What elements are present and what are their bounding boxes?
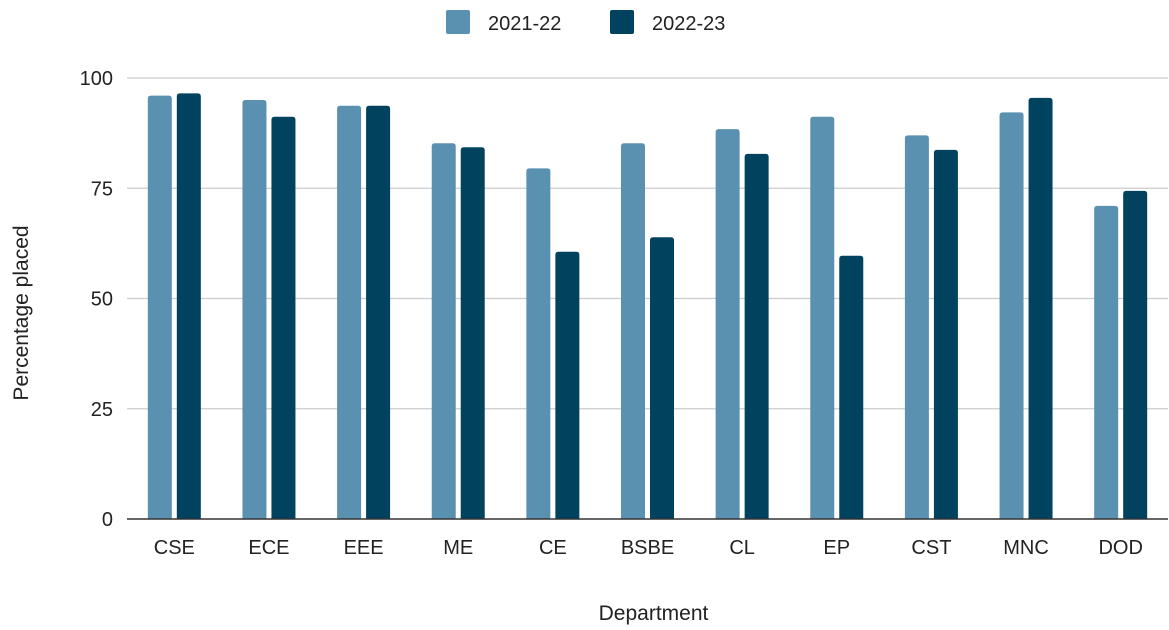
bars: [147, 93, 1148, 520]
bar-2022-23-CST: [933, 149, 958, 519]
bar-2021-22-CE: [526, 168, 551, 519]
gridlines: [127, 77, 1168, 410]
x-tick-label: CL: [729, 537, 755, 559]
legend: 2021-22 2022-23: [446, 10, 725, 35]
x-tick-label: MNC: [1003, 537, 1049, 559]
x-tick-label: BSBE: [621, 537, 674, 559]
x-tick-label: CE: [539, 537, 567, 559]
bar-2022-23-MNC: [1028, 97, 1053, 519]
bar-2022-23-CSE: [176, 93, 201, 519]
bar-2022-23-EEE: [366, 105, 391, 520]
y-tick-label: 25: [91, 399, 113, 421]
bar-2021-22-MNC: [999, 112, 1024, 519]
bar-2021-22-ECE: [242, 100, 267, 520]
bar-2022-23-ME: [460, 147, 485, 519]
bar-2021-22-EEE: [337, 105, 362, 520]
bar-2022-23-EP: [839, 255, 864, 519]
x-tick-label: DOD: [1098, 537, 1142, 559]
y-tick-label: 75: [91, 178, 113, 200]
bar-2021-22-ME: [431, 143, 456, 519]
x-tick-label: EP: [823, 537, 850, 559]
legend-label: 2021-22: [488, 13, 561, 35]
bar-2022-23-CE: [555, 251, 580, 519]
x-tick-label: ME: [443, 537, 473, 559]
y-tick-label: 100: [80, 68, 113, 90]
x-tick-label: EEE: [344, 537, 384, 559]
bar-2021-22-EP: [810, 116, 835, 520]
y-tick-label: 0: [102, 509, 113, 531]
legend-label: 2022-23: [652, 13, 725, 35]
y-tick-label: 50: [91, 289, 113, 311]
x-axis-ticks: CSE ECE EEE ME CE BSBE CL EP CST MNC DOD: [154, 537, 1143, 559]
legend-swatch: [446, 10, 470, 34]
bar-2021-22-DOD: [1094, 205, 1119, 519]
x-tick-label: CST: [911, 537, 951, 559]
bar-2021-22-CL: [715, 129, 740, 519]
x-tick-label: CSE: [154, 537, 195, 559]
bar-2022-23-BSBE: [650, 237, 674, 520]
y-axis-ticks: 0 25 50 75 100: [80, 68, 113, 531]
bar-2021-22-BSBE: [621, 143, 645, 519]
bar-2022-23-DOD: [1123, 190, 1148, 519]
bar-2022-23-CL: [744, 153, 769, 520]
x-tick-label: ECE: [248, 537, 289, 559]
bar-2021-22-CSE: [147, 95, 172, 519]
y-axis-title: Percentage placed: [10, 225, 33, 400]
bar-2021-22-CST: [904, 135, 929, 519]
legend-swatch: [610, 10, 634, 34]
x-axis-title: Department: [599, 602, 709, 625]
bar-2022-23-ECE: [271, 116, 296, 520]
